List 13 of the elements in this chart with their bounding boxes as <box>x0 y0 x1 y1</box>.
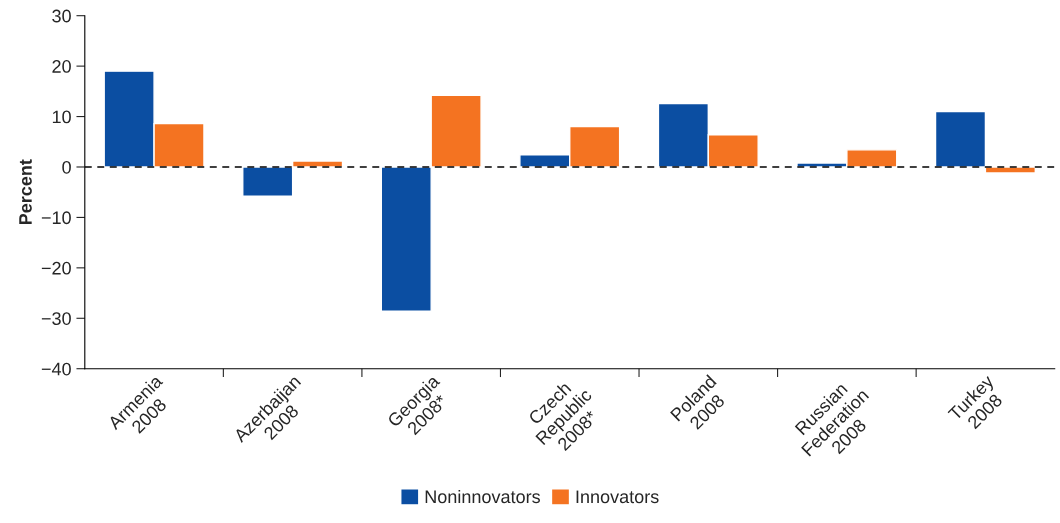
y-axis-title: Percent <box>19 159 32 225</box>
y-tick-label: 10 <box>52 110 71 124</box>
legend-label: Noninnovators <box>425 489 540 504</box>
y-tick-label: 30 <box>52 9 71 23</box>
y-tick-label: −20 <box>41 261 71 275</box>
legend-label: Innovators <box>576 490 659 504</box>
y-tick-label: 20 <box>52 60 71 73</box>
y-tick-label: −40 <box>41 362 71 376</box>
bar <box>984 166 1036 174</box>
y-tick-label: −10 <box>41 211 71 225</box>
y-tick-label: −30 <box>41 312 71 325</box>
bar <box>934 110 987 168</box>
y-tick-label: 0 <box>62 160 71 174</box>
